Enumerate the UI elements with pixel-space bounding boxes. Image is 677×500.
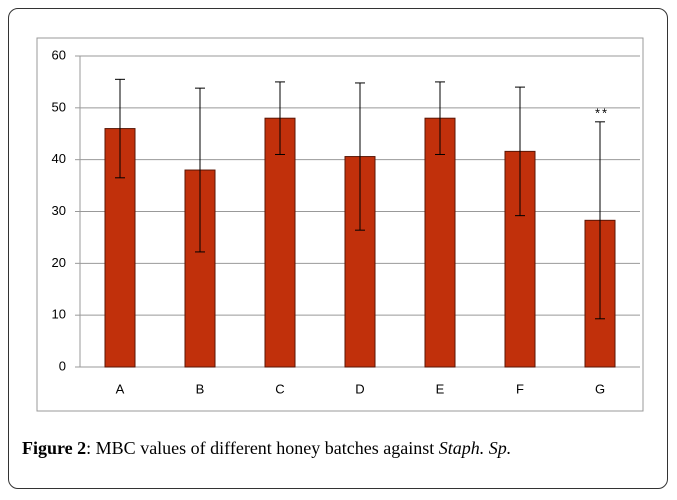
y-tick-label: 60 — [52, 47, 66, 62]
figure-frame — [8, 8, 668, 489]
annotation: ** — [595, 105, 609, 120]
caption-text: : MBC values of different honey batches … — [86, 438, 439, 458]
caption-italic: Staph. Sp. — [438, 438, 512, 458]
y-tick-label: 20 — [52, 255, 66, 270]
x-tick-label: D — [355, 381, 364, 396]
caption-label: Figure 2 — [22, 438, 87, 458]
y-tick-label: 30 — [52, 203, 66, 218]
x-tick-label: A — [116, 381, 125, 396]
y-tick-label: 0 — [59, 358, 66, 373]
bar — [104, 128, 136, 368]
y-tick-label: 50 — [52, 99, 66, 114]
x-tick-label: G — [595, 381, 605, 396]
bar — [264, 117, 296, 368]
x-tick-label: C — [275, 381, 284, 396]
x-tick-label: B — [196, 381, 205, 396]
caption: Figure 2: MBC values of different honey … — [22, 438, 511, 459]
x-tick-label: E — [436, 381, 445, 396]
bar — [424, 117, 456, 368]
y-tick-label: 40 — [52, 151, 66, 166]
y-tick-label: 10 — [52, 307, 66, 322]
x-tick-label: F — [516, 381, 524, 396]
chart-border — [36, 37, 644, 412]
